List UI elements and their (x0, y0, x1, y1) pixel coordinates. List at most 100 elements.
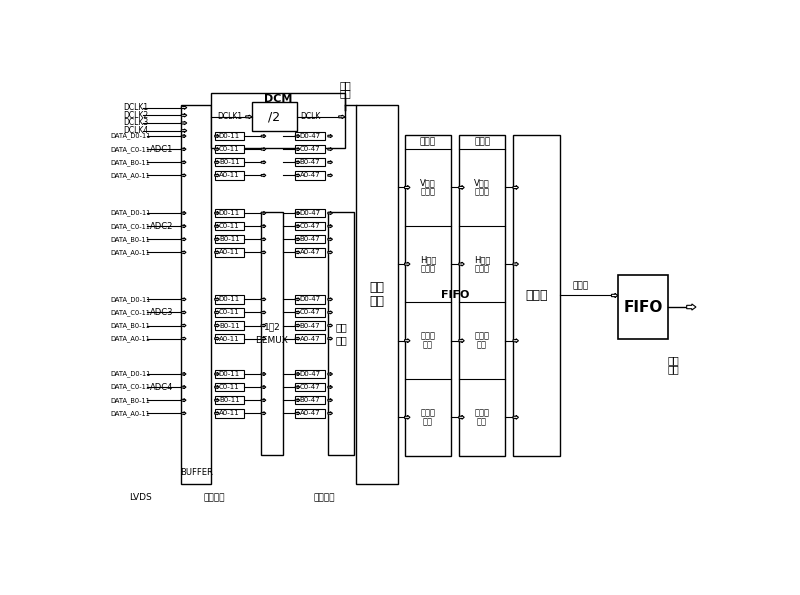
Text: 互相关: 互相关 (420, 408, 435, 417)
Bar (214, 369, 244, 378)
Polygon shape (182, 212, 186, 215)
Bar (295, 145, 325, 154)
Polygon shape (328, 412, 333, 415)
Polygon shape (262, 174, 266, 177)
Bar (214, 396, 244, 405)
Text: D0-47: D0-47 (299, 133, 321, 139)
Polygon shape (328, 372, 333, 375)
Text: C0-11: C0-11 (219, 384, 240, 390)
Text: DATA_B0-11: DATA_B0-11 (111, 322, 150, 329)
Polygon shape (328, 311, 333, 314)
Text: 自相关: 自相关 (420, 264, 435, 273)
Text: 计算: 计算 (370, 295, 385, 308)
Text: 虚部: 虚部 (423, 418, 433, 427)
Polygon shape (459, 339, 464, 343)
Polygon shape (182, 324, 186, 327)
Polygon shape (262, 324, 266, 327)
Text: FIFO: FIFO (441, 290, 469, 300)
Polygon shape (405, 339, 410, 343)
Text: DATA_C0-11: DATA_C0-11 (111, 309, 150, 316)
Text: B0-11: B0-11 (219, 236, 240, 242)
Bar (295, 308, 325, 317)
Polygon shape (182, 106, 187, 109)
Bar (295, 248, 325, 256)
Bar (262, 212, 283, 455)
Polygon shape (513, 186, 518, 189)
Polygon shape (182, 129, 187, 133)
Polygon shape (295, 324, 300, 327)
Text: D0-47: D0-47 (299, 296, 321, 302)
Text: H通道: H通道 (474, 255, 490, 264)
Text: DATA_D0-11: DATA_D0-11 (111, 371, 151, 377)
Polygon shape (214, 324, 219, 327)
Text: C0-47: C0-47 (300, 384, 320, 390)
Polygon shape (262, 298, 266, 301)
Polygon shape (214, 412, 219, 415)
Text: ADC3: ADC3 (150, 308, 173, 317)
Bar (211, 93, 345, 148)
Polygon shape (262, 148, 266, 151)
Text: B0-11: B0-11 (219, 397, 240, 403)
Polygon shape (214, 399, 219, 402)
Text: D0-11: D0-11 (219, 133, 240, 139)
Polygon shape (262, 412, 266, 415)
Bar (405, 135, 451, 456)
Polygon shape (262, 337, 266, 340)
Polygon shape (295, 225, 300, 228)
Text: ADC2: ADC2 (150, 222, 173, 231)
Text: C0-47: C0-47 (300, 223, 320, 229)
Polygon shape (214, 238, 219, 241)
Polygon shape (328, 148, 333, 151)
Polygon shape (328, 386, 333, 389)
Bar (214, 171, 244, 180)
Text: DATA_C0-11: DATA_C0-11 (111, 384, 150, 390)
Polygon shape (214, 298, 219, 301)
Text: 相关值: 相关值 (573, 281, 589, 291)
Polygon shape (262, 161, 266, 164)
Text: 串口: 串口 (339, 80, 350, 90)
Polygon shape (295, 238, 300, 241)
Polygon shape (295, 251, 300, 254)
Bar (214, 235, 244, 243)
Polygon shape (295, 412, 300, 415)
Polygon shape (262, 134, 266, 137)
Text: 1：2: 1：2 (264, 322, 281, 331)
Text: DCLK1: DCLK1 (218, 112, 242, 121)
Polygon shape (338, 115, 345, 118)
Bar (513, 135, 559, 456)
Polygon shape (214, 161, 219, 164)
Text: 实部: 实部 (477, 341, 487, 350)
Text: A0-11: A0-11 (219, 173, 240, 178)
Bar (295, 321, 325, 330)
Text: LVDS: LVDS (129, 493, 152, 503)
Bar (295, 158, 325, 167)
Polygon shape (214, 311, 219, 314)
Polygon shape (611, 293, 618, 298)
Text: D0-47: D0-47 (299, 210, 321, 216)
Polygon shape (182, 238, 186, 241)
Text: DATA_C0-11: DATA_C0-11 (111, 146, 150, 152)
Polygon shape (262, 251, 266, 254)
Polygon shape (295, 212, 300, 215)
Text: A0-11: A0-11 (219, 411, 240, 416)
Polygon shape (405, 415, 410, 419)
Text: B0-47: B0-47 (300, 397, 320, 403)
Polygon shape (295, 399, 300, 402)
Text: B0-47: B0-47 (300, 236, 320, 242)
Bar (295, 171, 325, 180)
Polygon shape (214, 174, 219, 177)
Text: C0-11: C0-11 (219, 146, 240, 152)
Polygon shape (328, 324, 333, 327)
Bar (214, 334, 244, 343)
Text: DATA_B0-11: DATA_B0-11 (111, 397, 150, 403)
Polygon shape (262, 372, 266, 375)
Polygon shape (295, 148, 300, 151)
Polygon shape (182, 121, 187, 125)
Text: DATA_A0-11: DATA_A0-11 (111, 249, 150, 256)
Bar (214, 321, 244, 330)
Text: DATA_D0-11: DATA_D0-11 (111, 133, 151, 139)
Polygon shape (262, 225, 266, 228)
Text: DCLK: DCLK (300, 112, 320, 121)
Polygon shape (182, 386, 186, 389)
Bar (252, 102, 297, 131)
